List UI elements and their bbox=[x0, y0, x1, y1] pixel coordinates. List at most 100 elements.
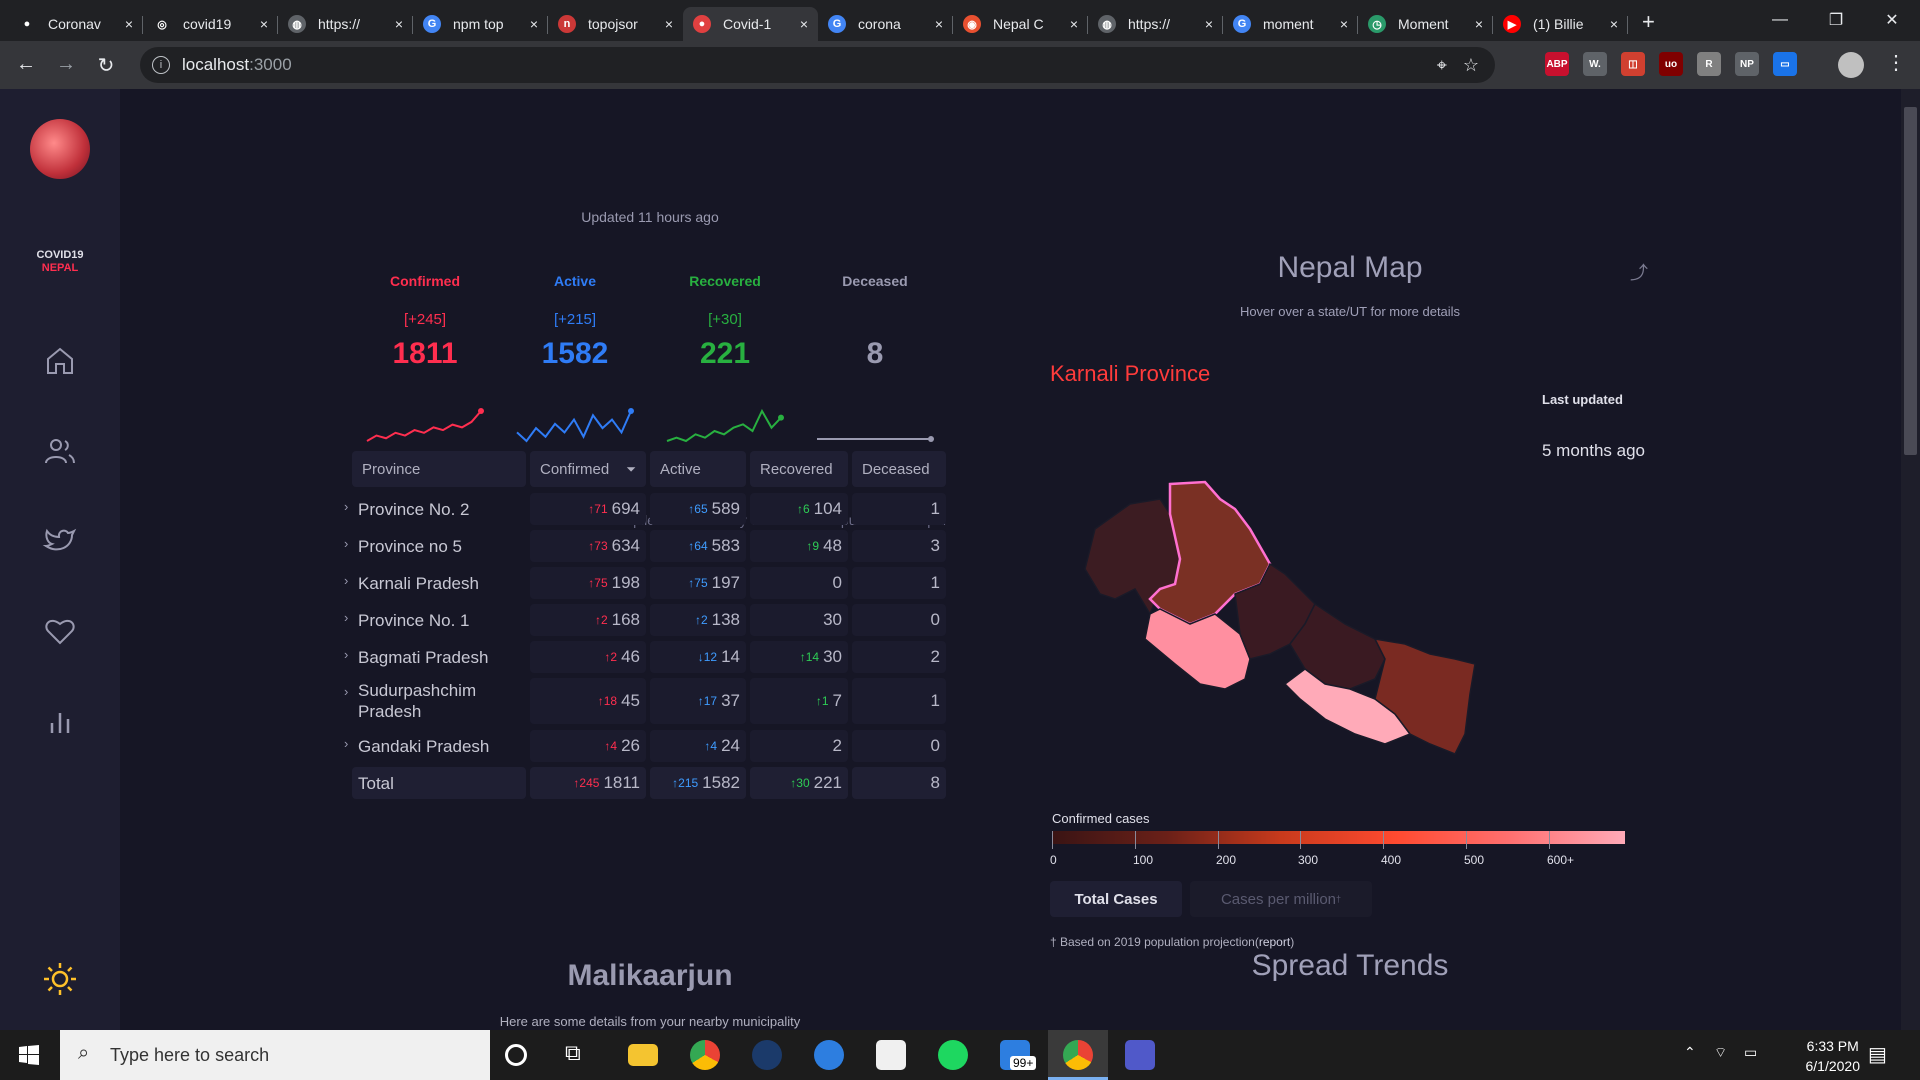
tab-close-icon[interactable]: × bbox=[1474, 16, 1483, 32]
tab-close-icon[interactable]: × bbox=[934, 16, 943, 32]
forward-icon[interactable]: → bbox=[56, 53, 76, 75]
action-center-icon[interactable]: ▤ bbox=[1868, 1044, 1887, 1066]
report-link[interactable]: report bbox=[1258, 935, 1291, 949]
firefox-icon[interactable] bbox=[814, 1040, 844, 1070]
browser-tab[interactable]: ▶ (1) Billie × bbox=[1493, 7, 1628, 41]
tray-chevron-icon[interactable]: ⌃ bbox=[1684, 1044, 1696, 1060]
browser-tab[interactable]: ◷ Moment × bbox=[1358, 7, 1493, 41]
virus-logo-icon[interactable] bbox=[30, 119, 90, 179]
battery-icon[interactable]: ▭ bbox=[1744, 1044, 1758, 1060]
browser-tab[interactable]: ◍ https:// × bbox=[278, 7, 413, 41]
new-tab-button[interactable]: + bbox=[1642, 9, 1655, 34]
site-info-icon[interactable]: i bbox=[152, 56, 170, 74]
expand-chevron-icon[interactable]: › bbox=[344, 610, 349, 625]
steam-icon[interactable] bbox=[752, 1040, 782, 1070]
nepal-map[interactable] bbox=[1075, 474, 1630, 794]
sun-icon[interactable] bbox=[42, 961, 78, 997]
scrollbar-thumb[interactable] bbox=[1904, 107, 1917, 455]
province-name-cell[interactable]: › Bagmati Pradesh bbox=[344, 641, 526, 673]
extension-icon[interactable]: uo bbox=[1659, 52, 1683, 76]
windows-start-icon[interactable] bbox=[0, 1030, 58, 1080]
chrome-icon[interactable] bbox=[690, 1040, 720, 1070]
total-cases-button[interactable]: Total Cases bbox=[1050, 881, 1182, 917]
browser-tab[interactable]: ◎ covid19 × bbox=[143, 7, 278, 41]
tab-close-icon[interactable]: × bbox=[664, 16, 673, 32]
total-row-name[interactable]: Total bbox=[352, 767, 526, 799]
browser-tab[interactable]: ◍ https:// × bbox=[1088, 7, 1223, 41]
tab-close-icon[interactable]: × bbox=[1339, 16, 1348, 32]
share-icon[interactable]: ⤴ bbox=[1630, 263, 1648, 283]
address-bar[interactable]: i localhost:3000 ⌖ ☆ bbox=[140, 47, 1495, 83]
location-icon[interactable]: ⌖ bbox=[1436, 55, 1447, 75]
taskbar-search-box[interactable]: ⌕ Type here to search bbox=[60, 1030, 490, 1080]
browser-tab[interactable]: ● Covid-1 × bbox=[683, 7, 818, 41]
cases-per-million-button[interactable]: Cases per million † bbox=[1190, 881, 1372, 917]
header-deceased[interactable]: Deceased bbox=[852, 451, 946, 487]
province-name-cell[interactable]: › Province No. 1 bbox=[344, 604, 526, 636]
heart-icon[interactable] bbox=[42, 613, 78, 649]
tab-close-icon[interactable]: × bbox=[1204, 16, 1213, 32]
extension-icon[interactable]: R bbox=[1697, 52, 1721, 76]
tab-close-icon[interactable]: × bbox=[259, 16, 268, 32]
browser-tab[interactable]: n topojsor × bbox=[548, 7, 683, 41]
header-recovered[interactable]: Recovered bbox=[750, 451, 848, 487]
expand-chevron-icon[interactable]: › bbox=[344, 647, 349, 662]
tab-close-icon[interactable]: × bbox=[1609, 16, 1618, 32]
users-icon[interactable] bbox=[42, 433, 78, 469]
tab-close-icon[interactable]: × bbox=[799, 16, 808, 32]
twitter-icon[interactable] bbox=[42, 523, 78, 559]
home-icon[interactable] bbox=[42, 343, 78, 379]
map-province-1[interactable] bbox=[1373, 638, 1476, 755]
map-province-5[interactable] bbox=[1144, 608, 1251, 690]
cortana-icon[interactable] bbox=[505, 1044, 527, 1066]
back-icon[interactable]: ← bbox=[16, 53, 36, 75]
province-name-cell[interactable]: › Sudurpashchim Pradesh bbox=[344, 678, 526, 724]
province-name-cell[interactable]: › Province no 5 bbox=[344, 530, 526, 562]
sort-desc-icon[interactable]: ⏷ bbox=[626, 461, 636, 476]
task-view-icon[interactable]: ⧉ bbox=[565, 1040, 581, 1065]
expand-chevron-icon[interactable]: › bbox=[344, 736, 349, 751]
close-window-icon[interactable]: ✕ bbox=[1885, 12, 1899, 29]
province-name-cell[interactable]: › Province No. 2 bbox=[344, 493, 526, 525]
extension-icon[interactable]: W. bbox=[1583, 52, 1607, 76]
url-text[interactable]: localhost:3000 bbox=[182, 55, 292, 75]
teams-icon[interactable] bbox=[1125, 1040, 1155, 1070]
extension-icon[interactable]: ◫ bbox=[1621, 52, 1645, 76]
expand-chevron-icon[interactable]: › bbox=[344, 536, 349, 551]
file-explorer-icon[interactable] bbox=[628, 1044, 658, 1066]
chrome-active-icon[interactable] bbox=[1063, 1040, 1093, 1070]
header-confirmed[interactable]: Confirmed ⏷ bbox=[530, 451, 646, 487]
browser-tab[interactable]: ● Coronav × bbox=[8, 7, 143, 41]
wifi-icon[interactable]: ⌔ bbox=[1714, 1044, 1728, 1060]
bookmark-star-icon[interactable]: ☆ bbox=[1462, 55, 1479, 75]
tab-close-icon[interactable]: × bbox=[394, 16, 403, 32]
store-icon[interactable] bbox=[876, 1040, 906, 1070]
minimize-icon[interactable]: — bbox=[1772, 11, 1788, 28]
expand-chevron-icon[interactable]: › bbox=[344, 499, 349, 514]
restore-icon[interactable]: ❐ bbox=[1828, 12, 1844, 29]
tab-close-icon[interactable]: × bbox=[1069, 16, 1078, 32]
browser-tab[interactable]: ◉ Nepal C × bbox=[953, 7, 1088, 41]
bar-chart-icon[interactable] bbox=[42, 703, 78, 739]
province-name-cell[interactable]: › Gandaki Pradesh bbox=[344, 730, 526, 762]
header-province[interactable]: Province bbox=[352, 451, 526, 487]
profile-avatar[interactable] bbox=[1838, 52, 1864, 78]
page-scrollbar[interactable] bbox=[1901, 89, 1920, 1030]
tab-close-icon[interactable]: × bbox=[529, 16, 538, 32]
reload-icon[interactable]: ↻ bbox=[97, 55, 115, 77]
tab-close-icon[interactable]: × bbox=[124, 16, 133, 32]
map-province-2[interactable] bbox=[1283, 668, 1412, 745]
spotify-icon[interactable] bbox=[938, 1040, 968, 1070]
extension-icon[interactable]: ▭ bbox=[1773, 52, 1797, 76]
expand-chevron-icon[interactable]: › bbox=[344, 684, 349, 699]
province-name-cell[interactable]: › Karnali Pradesh bbox=[344, 567, 526, 599]
taskbar-clock[interactable]: 6:33 PM 6/1/2020 bbox=[1806, 1036, 1861, 1076]
extension-icon[interactable]: NP bbox=[1735, 52, 1759, 76]
header-active[interactable]: Active bbox=[650, 451, 746, 487]
browser-menu-icon[interactable]: ⋮ bbox=[1886, 52, 1906, 74]
expand-chevron-icon[interactable]: › bbox=[344, 573, 349, 588]
extension-icon[interactable]: ABP bbox=[1545, 52, 1569, 76]
